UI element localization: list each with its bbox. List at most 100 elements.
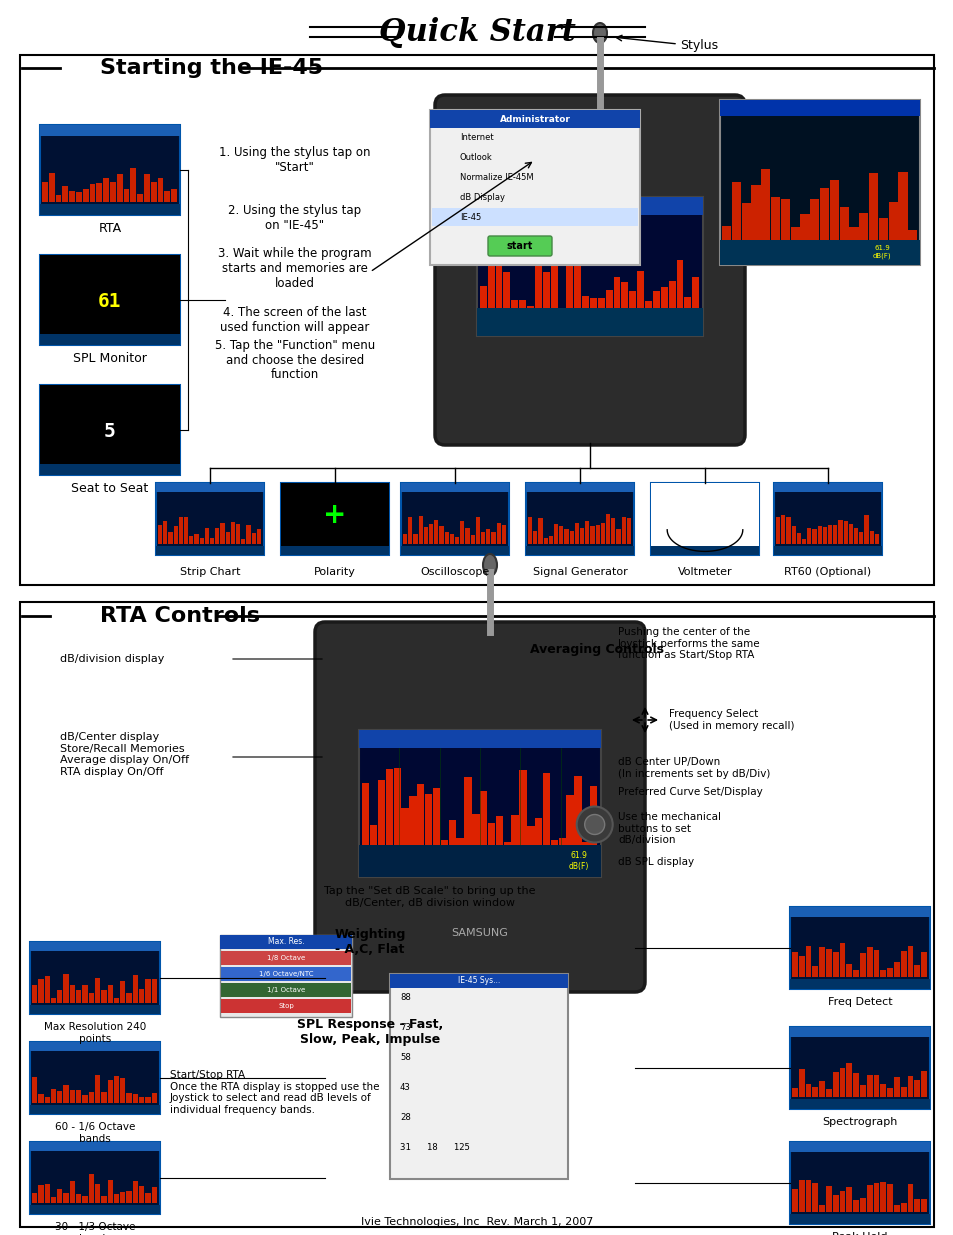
Bar xyxy=(650,483,759,555)
Text: Spectrograph: Spectrograph xyxy=(821,1116,897,1128)
Text: dB Center UP/Down
(In increments set by dB/Div): dB Center UP/Down (In increments set by … xyxy=(618,757,770,778)
Bar xyxy=(595,525,599,545)
Bar xyxy=(416,783,424,847)
Bar xyxy=(42,335,98,341)
Bar xyxy=(139,1097,144,1103)
Bar xyxy=(558,526,563,545)
Bar xyxy=(819,1205,824,1212)
Bar xyxy=(770,196,780,241)
Bar xyxy=(789,906,929,916)
Bar xyxy=(866,1186,872,1212)
Bar xyxy=(127,1093,132,1103)
Bar xyxy=(527,516,532,545)
Bar xyxy=(921,952,926,977)
Bar xyxy=(535,819,542,847)
Bar xyxy=(789,979,929,989)
Bar xyxy=(120,1192,126,1203)
Bar xyxy=(893,1077,899,1097)
Ellipse shape xyxy=(593,23,606,43)
Bar xyxy=(32,1105,84,1112)
Bar xyxy=(76,1091,81,1103)
Bar xyxy=(64,1193,69,1203)
Bar xyxy=(82,1095,88,1103)
Text: IE-45: IE-45 xyxy=(459,212,480,221)
Bar xyxy=(525,483,634,555)
Bar xyxy=(184,516,188,545)
Bar xyxy=(145,1097,151,1103)
Bar xyxy=(780,199,789,241)
Bar xyxy=(178,516,183,545)
Bar xyxy=(139,1187,144,1203)
Bar xyxy=(852,1200,858,1212)
Bar xyxy=(839,942,844,977)
Bar xyxy=(790,226,799,241)
Bar xyxy=(650,546,759,555)
Bar xyxy=(791,1088,797,1097)
Bar xyxy=(394,768,400,847)
Bar xyxy=(791,1214,847,1220)
Bar xyxy=(40,125,180,136)
Bar xyxy=(825,1088,831,1097)
Text: 61.9
dB(F): 61.9 dB(F) xyxy=(872,245,890,258)
Bar xyxy=(527,826,534,847)
Bar xyxy=(194,534,198,545)
Bar xyxy=(692,277,699,320)
Bar xyxy=(832,1072,838,1097)
Bar xyxy=(40,254,180,345)
Bar xyxy=(32,1077,37,1103)
Bar xyxy=(358,730,600,747)
Text: +: + xyxy=(323,501,346,530)
Bar xyxy=(113,1077,119,1103)
Bar xyxy=(108,984,112,1003)
Bar xyxy=(511,815,518,847)
Bar xyxy=(773,546,882,555)
Bar xyxy=(95,1184,100,1203)
Bar xyxy=(913,1199,920,1212)
Bar xyxy=(874,534,878,545)
Bar xyxy=(64,1084,69,1103)
Bar xyxy=(542,272,549,320)
Bar xyxy=(566,248,573,320)
Bar xyxy=(390,974,567,1179)
Bar xyxy=(156,483,264,555)
Bar xyxy=(789,1028,929,1109)
Text: RTA: RTA xyxy=(98,222,121,235)
Bar xyxy=(626,519,630,545)
Bar xyxy=(791,979,847,986)
Bar xyxy=(518,771,526,847)
Bar xyxy=(804,1084,811,1097)
Bar xyxy=(880,1084,885,1097)
Bar xyxy=(812,966,818,977)
Bar xyxy=(812,1183,818,1212)
Bar xyxy=(108,1081,112,1103)
Bar xyxy=(558,837,565,847)
Bar xyxy=(564,529,568,545)
Text: 1/8 Octave: 1/8 Octave xyxy=(267,955,305,961)
Bar xyxy=(30,1142,160,1214)
Text: Pushing the center of the
Joystick performs the same
function as Start/Stop RTA: Pushing the center of the Joystick perfo… xyxy=(618,627,760,661)
Text: 61.9
dB(F): 61.9 dB(F) xyxy=(568,851,588,871)
Bar xyxy=(791,1189,797,1212)
Bar xyxy=(620,283,628,320)
Bar xyxy=(550,840,558,847)
Bar xyxy=(773,483,882,555)
Bar xyxy=(429,524,433,545)
Bar xyxy=(113,998,119,1003)
Bar xyxy=(900,951,905,977)
Bar xyxy=(480,532,485,545)
Text: SPL Monitor: SPL Monitor xyxy=(73,352,147,366)
Bar xyxy=(496,263,502,320)
Bar xyxy=(789,1028,929,1037)
Bar xyxy=(501,525,505,545)
Bar xyxy=(852,1073,858,1097)
Bar xyxy=(42,464,98,472)
Bar xyxy=(581,842,589,847)
Bar xyxy=(621,517,625,545)
Bar xyxy=(64,974,69,1003)
Text: RT60 (Optional): RT60 (Optional) xyxy=(783,567,871,577)
Bar xyxy=(801,538,805,545)
Bar xyxy=(220,935,352,948)
Text: 88: 88 xyxy=(399,993,411,1003)
Bar xyxy=(76,193,82,201)
Bar xyxy=(252,532,255,545)
